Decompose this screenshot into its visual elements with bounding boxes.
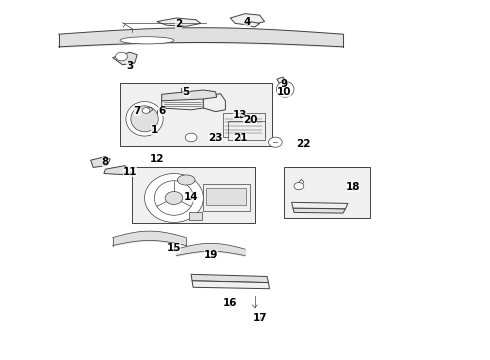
Ellipse shape — [185, 133, 197, 142]
Text: 1: 1 — [151, 125, 158, 135]
Text: 4: 4 — [244, 17, 251, 27]
Bar — [228, 121, 265, 140]
Bar — [120, 83, 272, 146]
Ellipse shape — [177, 175, 195, 185]
Text: 17: 17 — [252, 312, 267, 323]
Polygon shape — [191, 274, 269, 283]
Text: 23: 23 — [208, 132, 223, 143]
Polygon shape — [230, 14, 265, 25]
Ellipse shape — [165, 192, 183, 204]
Polygon shape — [277, 77, 285, 83]
Polygon shape — [162, 90, 217, 101]
Text: 7: 7 — [133, 106, 141, 116]
Bar — [206, 188, 246, 205]
Polygon shape — [192, 281, 270, 289]
Polygon shape — [104, 166, 128, 175]
Text: 6: 6 — [158, 106, 165, 116]
Polygon shape — [91, 157, 110, 167]
Ellipse shape — [269, 137, 282, 147]
Polygon shape — [162, 96, 203, 110]
Polygon shape — [113, 52, 137, 65]
Text: 18: 18 — [345, 182, 360, 192]
Text: 8: 8 — [102, 157, 109, 167]
Ellipse shape — [120, 37, 174, 44]
Ellipse shape — [294, 183, 304, 190]
Text: 16: 16 — [223, 298, 238, 308]
Text: 3: 3 — [126, 60, 133, 71]
Text: 5: 5 — [183, 87, 190, 97]
Text: 19: 19 — [203, 250, 218, 260]
Text: 22: 22 — [296, 139, 311, 149]
Text: 11: 11 — [122, 167, 137, 177]
Text: 13: 13 — [233, 110, 247, 120]
Text: 9: 9 — [281, 78, 288, 89]
Polygon shape — [245, 22, 260, 27]
Bar — [284, 167, 370, 218]
Text: 14: 14 — [184, 192, 198, 202]
Text: 21: 21 — [233, 132, 247, 143]
Polygon shape — [292, 202, 348, 209]
Ellipse shape — [131, 106, 158, 132]
Ellipse shape — [276, 81, 294, 97]
Bar — [132, 167, 255, 223]
Bar — [223, 113, 265, 137]
Ellipse shape — [126, 102, 163, 136]
Polygon shape — [203, 94, 225, 112]
Text: 12: 12 — [149, 154, 164, 164]
Bar — [189, 212, 202, 220]
Ellipse shape — [154, 181, 194, 215]
Text: 15: 15 — [167, 243, 181, 253]
Polygon shape — [157, 18, 201, 26]
Text: 10: 10 — [277, 87, 292, 97]
Ellipse shape — [142, 108, 150, 113]
Text: 20: 20 — [243, 114, 257, 125]
Polygon shape — [293, 208, 345, 213]
Bar — [203, 184, 250, 211]
Text: 2: 2 — [175, 19, 182, 30]
Ellipse shape — [116, 52, 127, 61]
Ellipse shape — [145, 174, 203, 222]
